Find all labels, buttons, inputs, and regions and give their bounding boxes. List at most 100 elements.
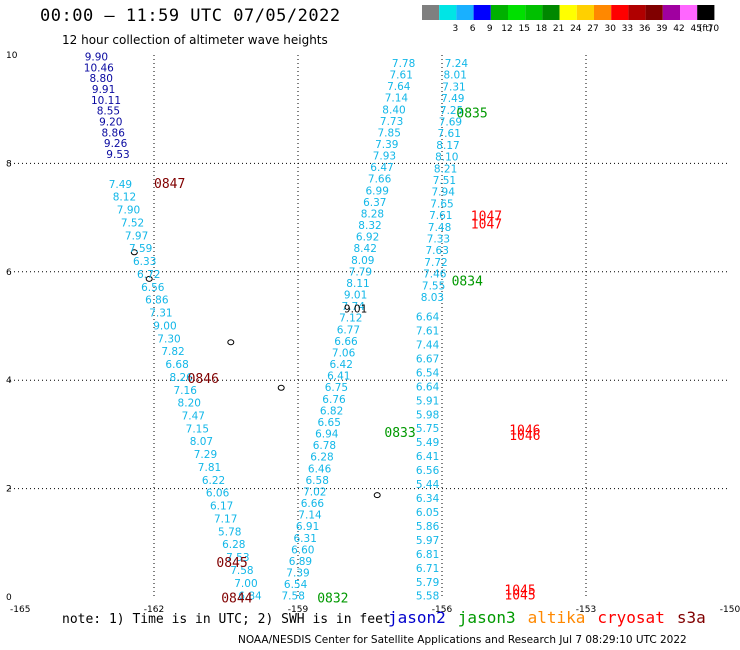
chart-subtitle: 12 hour collection of altimeter wave hei…	[62, 33, 328, 47]
wave-height-value: 7.82	[161, 346, 184, 358]
wave-height-value: 9.91	[92, 84, 115, 96]
island-outline	[145, 275, 153, 282]
wave-height-value: 7.52	[121, 217, 144, 229]
wave-height-value: 7.55	[422, 280, 445, 292]
wave-height-value: 6.46	[308, 463, 332, 475]
wave-height-value: 9.26	[104, 138, 128, 150]
wave-height-value: 6.41	[416, 451, 439, 463]
pass-time-label: 0845	[216, 556, 247, 571]
wave-height-value: 6.64	[416, 312, 440, 324]
pass-time-label: 0844	[221, 591, 252, 606]
mission-legend: jason2 jason3 altika cryosat s3a	[388, 608, 718, 627]
island-outline	[277, 384, 285, 391]
wave-height-value: 7.15	[186, 423, 209, 435]
wave-height-value: 8.28	[361, 208, 384, 220]
wave-height-value: 6.67	[416, 353, 439, 365]
wave-height-value: 6.86	[145, 295, 169, 307]
colorbar-swatch	[594, 5, 612, 20]
pass-time-label: 0847	[154, 177, 185, 192]
wave-height-value: 8.40	[382, 104, 405, 116]
wave-height-value: 7.79	[349, 266, 372, 278]
pass-time-label: 0834	[452, 274, 483, 289]
wave-height-value: 6.72	[137, 269, 160, 281]
colorbar-tick-label: 9	[487, 24, 493, 34]
wave-height-value: 8.09	[351, 255, 374, 267]
wave-height-value: 7.33	[427, 234, 450, 246]
colorbar-tick-label: 24	[570, 24, 582, 34]
wave-height-value: 9.01	[344, 303, 367, 315]
wave-height-value: 7.47	[182, 410, 205, 422]
colorbar-tick-label: 42	[673, 24, 684, 34]
wave-height-value: 8.03	[421, 292, 444, 304]
wave-height-value: 7.85	[378, 127, 401, 139]
colorbar-tick-label: 39	[656, 24, 668, 34]
wave-height-value: 7.94	[432, 187, 456, 199]
colorbar-tick-label: 6	[470, 24, 476, 34]
colorbar-tick-label: 21	[553, 24, 564, 34]
colorbar-swatch	[542, 5, 560, 20]
pass-time-label: 1047	[471, 209, 502, 224]
colorbar-swatch	[576, 5, 594, 20]
colorbar-tick-label: 15	[518, 24, 529, 34]
wave-height-value: 6.54	[416, 367, 440, 379]
island-outline	[373, 492, 381, 499]
colorbar-swatch	[662, 5, 680, 20]
legend-mission-cryosat: cryosat	[597, 608, 665, 627]
wave-height-value: 7.49	[441, 93, 464, 105]
wave-height-value: 7.58	[230, 565, 253, 577]
colorbar-tick-label: 30	[604, 24, 616, 34]
wave-height-value: 9.20	[99, 116, 122, 128]
wave-height-value: 6.34	[416, 493, 440, 505]
wave-height-value: 7.61	[438, 128, 461, 140]
wave-height-value: 6.47	[370, 162, 393, 174]
colorbar-swatch	[490, 5, 508, 20]
wave-height-value: 7.65	[430, 198, 453, 210]
colorbar-swatch	[422, 5, 440, 20]
wave-height-value: 6.84	[238, 591, 262, 603]
wave-height-value: 10.11	[91, 95, 121, 107]
wave-height-value: 7.48	[428, 222, 451, 234]
wave-height-value: 8.20	[178, 398, 201, 410]
wave-height-value: 5.97	[416, 535, 439, 547]
wave-height-value: 6.71	[416, 563, 439, 575]
color-scale-legend: 3 6 9 12 15 18 21 24 27 30 33 36 39 42 45 70(ft)	[422, 5, 719, 34]
wave-height-value: 7.81	[198, 462, 221, 474]
colorbar-swatch	[611, 5, 629, 20]
wave-height-value: 7.72	[424, 257, 447, 269]
wave-height-value: 8.55	[97, 106, 120, 118]
wave-height-value: 6.41	[327, 371, 350, 383]
wave-height-value: 6.56	[141, 282, 165, 294]
colorbar-swatch	[508, 5, 526, 20]
wave-height-value: 6.37	[363, 197, 386, 209]
wave-height-value: 7.97	[125, 230, 148, 242]
wave-height-value: 5.44	[416, 479, 440, 491]
pass-time-label: 0832	[317, 591, 348, 606]
wave-height-value: 7.14	[298, 510, 322, 522]
wave-height-value: 7.39	[375, 139, 398, 151]
wave-height-value: 8.10	[435, 152, 458, 164]
wave-height-value: 7.90	[117, 205, 140, 217]
wave-height-value: 6.66	[334, 336, 358, 348]
wave-height-value: 5.79	[416, 577, 439, 589]
colorbar-swatch	[525, 5, 543, 20]
wave-height-value: 7.06	[332, 347, 356, 359]
colorbar-swatch	[628, 5, 646, 20]
wave-height-value: 7.25	[440, 105, 463, 117]
island-outline	[130, 249, 138, 256]
colorbar-swatch	[697, 5, 715, 20]
wave-height-value: 6.31	[294, 533, 317, 545]
x-tick-label: -159	[288, 605, 309, 615]
wave-height-value: 7.69	[439, 116, 462, 128]
wave-height-value: 6.64	[416, 381, 440, 393]
colorbar-swatch	[456, 5, 474, 20]
credit-line: NOAA/NESDIS Center for Satellite Applica…	[238, 634, 687, 646]
wave-height-value: 6.28	[222, 539, 245, 551]
colorbar-tick-label: 27	[587, 24, 598, 34]
wave-height-value: 9.53	[106, 149, 129, 161]
wave-height-value: 8.26	[169, 372, 193, 384]
wave-height-value: 6.42	[330, 359, 353, 371]
wave-height-value: 6.65	[318, 417, 341, 429]
y-tick-label: 8	[6, 159, 12, 169]
wave-height-value: 7.16	[174, 385, 198, 397]
wave-height-value: 7.12	[339, 313, 362, 325]
